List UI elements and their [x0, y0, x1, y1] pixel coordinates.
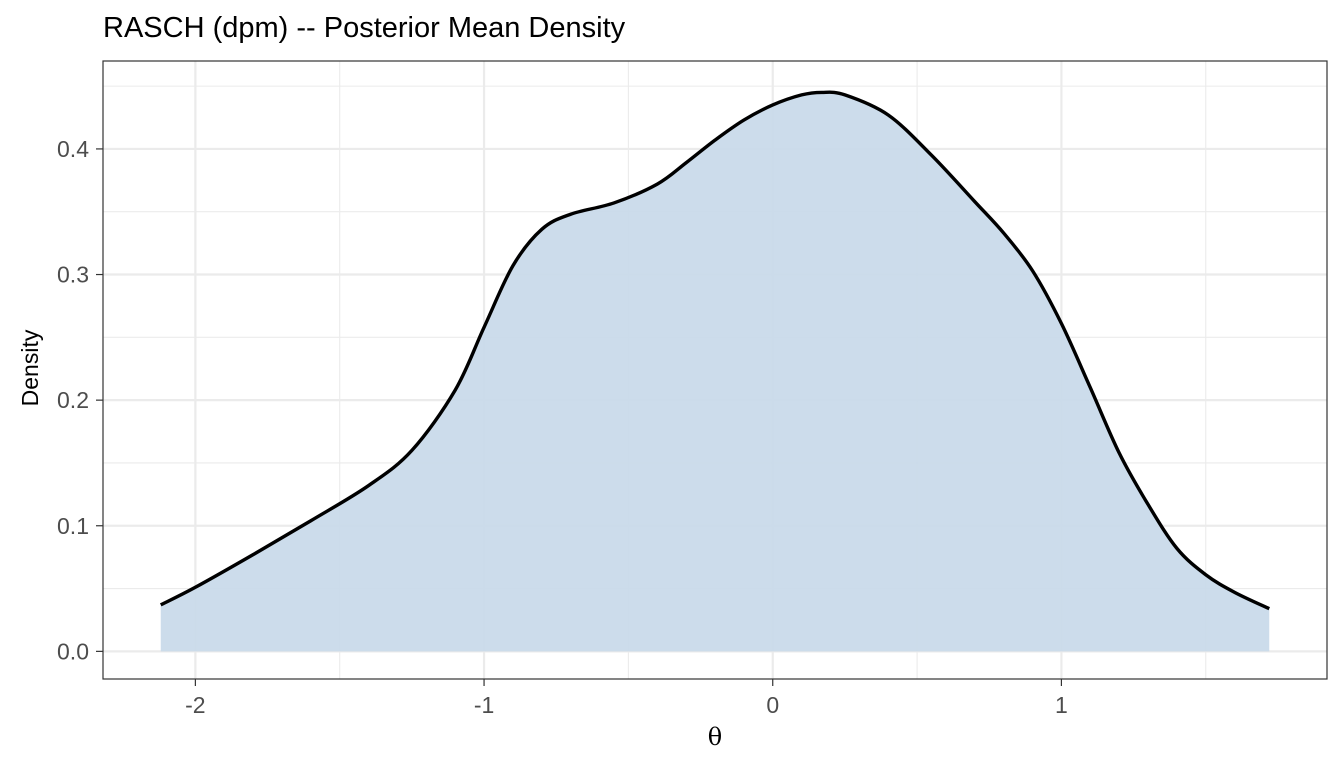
y-tick-label: 0.2: [57, 387, 89, 413]
density-area: [160, 92, 1270, 652]
x-tick-label: -1: [474, 692, 494, 718]
density-line: [159, 90, 1270, 611]
y-tick-label: 0.1: [57, 513, 89, 539]
chart-title: RASCH (dpm) -- Posterior Mean Density: [103, 12, 626, 44]
y-tick-label: 0.0: [57, 638, 89, 664]
y-tick-label: 0.4: [57, 136, 89, 162]
x-tick-label: 1: [1055, 692, 1068, 718]
y-axis: 0.0 0.1 0.2 0.3 0.4: [57, 136, 103, 664]
x-axis: -2 -1 0 1: [185, 679, 1068, 718]
x-tick-label: 0: [766, 692, 779, 718]
y-axis-title: Density: [17, 329, 43, 406]
y-tick-label: 0.3: [57, 262, 89, 288]
panel-border: [102, 60, 1328, 680]
x-tick-label: -2: [185, 692, 205, 718]
x-axis-title: θ: [708, 723, 722, 751]
